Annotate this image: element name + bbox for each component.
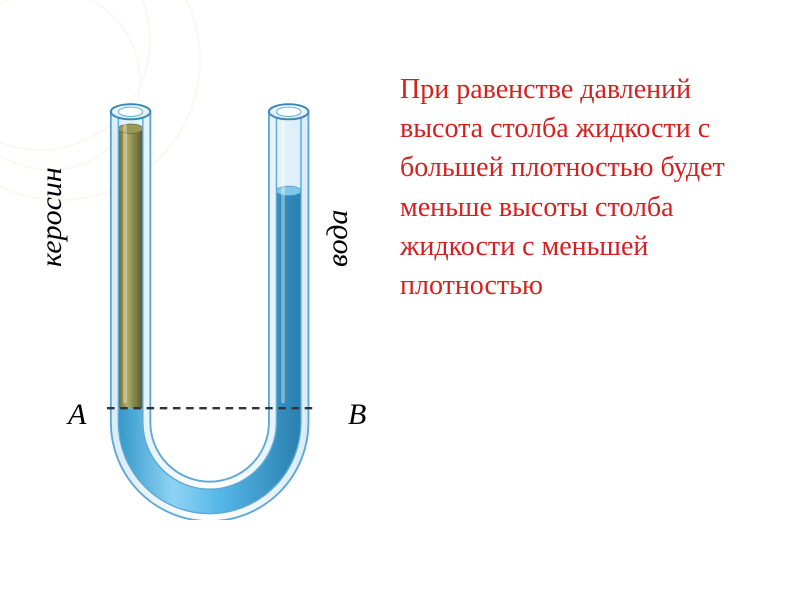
kerosene-fill (118, 129, 142, 409)
u-tube-diagram (60, 80, 380, 520)
explanation-text: При равенстве давлений высота столба жид… (400, 70, 770, 305)
label-point-a: A (68, 398, 86, 432)
tube-highlight-left (123, 121, 127, 403)
right-tube-rim-inner (276, 107, 300, 116)
label-point-b: B (348, 398, 366, 432)
tube-highlight-right (281, 121, 285, 403)
label-kerosene: керосин (35, 167, 69, 267)
left-tube-rim-inner (118, 107, 142, 116)
kerosene-surface (118, 124, 142, 133)
label-water: вода (321, 210, 355, 267)
water-surface (276, 186, 300, 195)
